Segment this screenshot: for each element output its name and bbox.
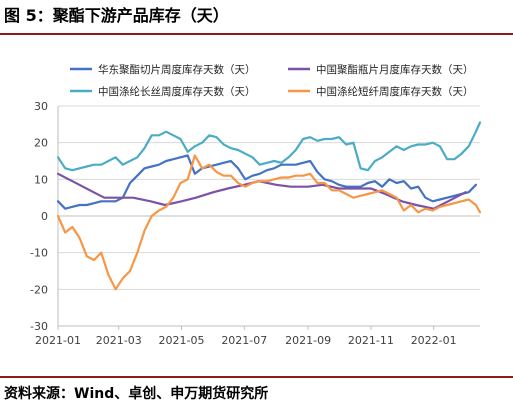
y-tick-label: -10 bbox=[30, 247, 48, 260]
axes: -30 -20 -10 0 10 20 30 2021-01 2021-03 2021-05 202… bbox=[30, 100, 480, 347]
y-tick-label: -20 bbox=[30, 283, 48, 296]
legend-label: 华东聚酯切片周度库存天数（天） bbox=[98, 63, 256, 76]
y-tick-label: 20 bbox=[34, 137, 48, 150]
x-tick-label: 2021-01 bbox=[35, 334, 81, 347]
legend-label: 中国涤纶短纤周度库存天数（天） bbox=[316, 85, 474, 98]
x-tick-label: 2021-03 bbox=[96, 334, 142, 347]
source-note: 资料来源：Wind、卓创、申万期货研究所 bbox=[4, 386, 269, 402]
series-line bbox=[56, 154, 482, 291]
legend: 华东聚酯切片周度库存天数（天） 中国聚酯瓶片月度库存天数（天） 中国涤纶长丝周度库存… bbox=[70, 63, 474, 98]
top-divider bbox=[0, 33, 513, 35]
y-tick-label: 0 bbox=[41, 210, 48, 223]
legend-label: 中国涤纶长丝周度库存天数（天） bbox=[98, 85, 256, 98]
x-tick-label: 2021-09 bbox=[285, 334, 331, 347]
series-line bbox=[56, 154, 477, 210]
y-tick-label: 30 bbox=[34, 100, 48, 113]
x-tick-label: 2021-11 bbox=[348, 334, 394, 347]
series-lines bbox=[56, 121, 482, 291]
x-tick-label: 2021-05 bbox=[159, 334, 205, 347]
legend-label: 中国聚酯瓶片月度库存天数（天） bbox=[316, 63, 474, 76]
bottom-divider bbox=[0, 376, 513, 378]
y-tick-label: 10 bbox=[34, 173, 48, 186]
x-tick-label: 2022-01 bbox=[411, 334, 457, 347]
series-line bbox=[56, 121, 482, 172]
y-tick-label: -30 bbox=[30, 320, 48, 333]
x-tick-label: 2021-07 bbox=[221, 334, 267, 347]
line-chart: -30 -20 -10 0 10 20 30 2021-01 2021-03 2021-05 202… bbox=[30, 63, 482, 347]
figure-title: 图 5：聚酯下游产品库存（天） bbox=[4, 6, 229, 25]
